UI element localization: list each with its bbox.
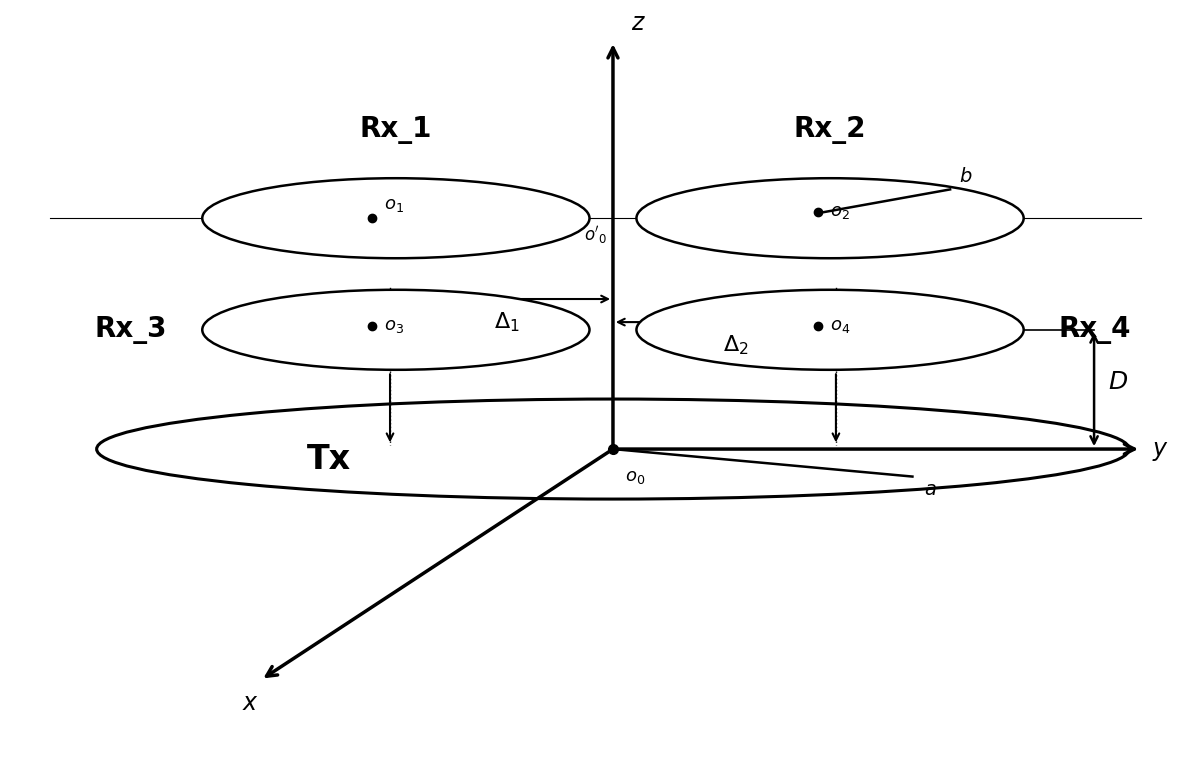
Text: z: z xyxy=(631,11,643,35)
Text: $o_1$: $o_1$ xyxy=(384,196,404,215)
Text: $a$: $a$ xyxy=(924,480,937,499)
Text: $o_0$: $o_0$ xyxy=(625,468,645,486)
Text: Rx_4: Rx_4 xyxy=(1059,315,1132,344)
Text: Rx_1: Rx_1 xyxy=(360,115,432,143)
Text: $o_4$: $o_4$ xyxy=(830,317,850,335)
Text: $\Delta_1$: $\Delta_1$ xyxy=(494,311,520,334)
Ellipse shape xyxy=(203,290,590,370)
Ellipse shape xyxy=(637,178,1023,258)
Ellipse shape xyxy=(203,178,590,258)
Text: Rx_2: Rx_2 xyxy=(793,115,867,143)
Text: x: x xyxy=(242,691,256,715)
Text: $o'_0$: $o'_0$ xyxy=(584,225,607,246)
Text: $o_3$: $o_3$ xyxy=(384,317,404,335)
Text: $D$: $D$ xyxy=(1108,370,1128,394)
Text: $o_2$: $o_2$ xyxy=(830,203,850,221)
Text: Rx_3: Rx_3 xyxy=(94,315,167,344)
Ellipse shape xyxy=(97,399,1129,499)
Text: y: y xyxy=(1153,437,1167,461)
Ellipse shape xyxy=(637,290,1023,370)
Text: Tx: Tx xyxy=(307,443,351,476)
Text: $b$: $b$ xyxy=(960,167,973,185)
Text: $\Delta_2$: $\Delta_2$ xyxy=(724,334,749,357)
